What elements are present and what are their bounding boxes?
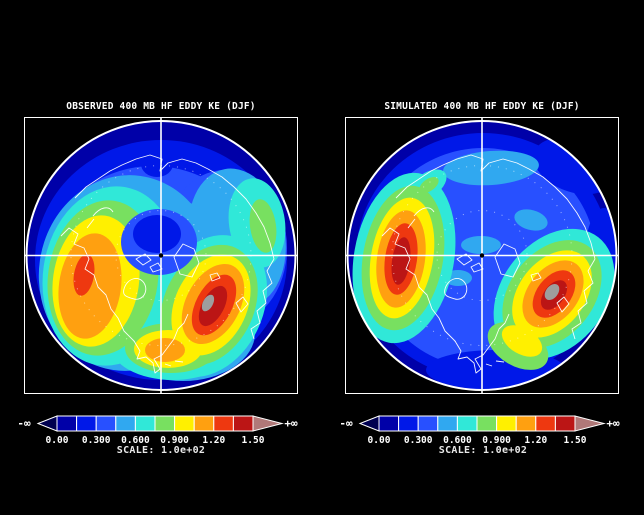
- colorbar-cell: [193, 415, 215, 432]
- coastline-path: [571, 258, 596, 340]
- colorbar-tick-label: 0.00: [46, 435, 69, 446]
- colorbar-cell: [56, 415, 78, 432]
- neg-infinity-label: -∞: [339, 417, 353, 430]
- coastline-path: [494, 243, 521, 278]
- colorbar-cell: [174, 415, 195, 432]
- coastline-path: [530, 272, 542, 282]
- colorbar-tick-label: 1.50: [242, 435, 265, 446]
- simulated-map-title: SIMULATED 400 MB HF EDDY KE (DJF): [384, 101, 580, 112]
- colorbar-cell: [496, 415, 517, 432]
- coastline-path: [413, 207, 435, 217]
- colorbar-tick-label: 0.300: [82, 435, 111, 446]
- colorbar-cell: [417, 415, 439, 432]
- colorbar-cell: [134, 415, 156, 432]
- coastline-path: [60, 227, 189, 374]
- colorbar-underflow-arrow: [36, 415, 58, 432]
- observed-map: [25, 118, 297, 393]
- contour-fill-region: [198, 285, 228, 327]
- colorbar-overflow-arrow: [252, 415, 284, 432]
- colorbar-tick-label: 1.20: [202, 435, 225, 446]
- coastline-path: [495, 360, 505, 363]
- coastline-path: [86, 218, 95, 229]
- colorbar-tick-label: 0.600: [443, 435, 472, 446]
- colorbar-cell: [535, 415, 556, 432]
- coastline-path: [250, 258, 275, 340]
- coastline-path: [123, 278, 147, 300]
- colorbar-cell: [95, 415, 117, 432]
- contour-fill-region: [514, 209, 548, 231]
- coastline-path: [235, 296, 249, 313]
- coastline-path: [485, 363, 493, 367]
- observed-colorbar: -∞ +∞ 0.00 0.300 0.600 0.900 1.20 1.50: [10, 412, 302, 446]
- coastline-path: [174, 360, 184, 363]
- coastline-path: [173, 243, 200, 278]
- simulated-scale-label: SCALE: 1.0e+02: [438, 445, 528, 456]
- simulated-map-frame: [345, 117, 619, 394]
- colorbar-cell: [213, 415, 234, 432]
- observed-panel: OBSERVED 400 MB HF EDDY KE (DJF): [24, 101, 298, 394]
- contour-fill-region: [544, 284, 560, 300]
- colorbar-cell: [456, 415, 478, 432]
- coastline-path: [149, 262, 163, 273]
- coastline-path: [470, 262, 484, 273]
- colorbar-cell: [154, 415, 176, 432]
- colorbar-svg: -∞ +∞ 0.00 0.300 0.600 0.900 1.20 1.50: [339, 415, 620, 446]
- colorbar-tick-label: 0.900: [482, 435, 511, 446]
- simulated-colorbar: -∞ +∞ 0.00 0.300 0.600 0.900 1.20 1.50: [332, 412, 624, 446]
- colorbar-cell: [554, 415, 576, 432]
- coastline-path: [381, 227, 510, 374]
- map-boundary-circle: [346, 120, 618, 391]
- contour-fill-region: [201, 294, 215, 312]
- colorbar-cell: [378, 415, 400, 432]
- colorbar-cell: [76, 415, 97, 432]
- contour-fill-region: [443, 150, 539, 186]
- observed-map-frame: [24, 117, 298, 394]
- pos-infinity-label: +∞: [284, 417, 298, 430]
- simulated-panel: SIMULATED 400 MB HF EDDY KE (DJF): [345, 101, 619, 394]
- colorbar-tick-label: 0.900: [160, 435, 189, 446]
- coastline-path: [395, 154, 596, 260]
- colorbar-cell: [515, 415, 537, 432]
- coastline-path: [92, 207, 114, 217]
- neg-infinity-label: -∞: [17, 417, 31, 430]
- coastline-path: [209, 272, 221, 282]
- contour-fill-region: [145, 338, 185, 362]
- colorbar-tick-label: 1.50: [564, 435, 587, 446]
- contour-fill-region: [133, 215, 181, 253]
- coastline-path: [164, 363, 172, 367]
- colorbar-tick-label: 0.300: [404, 435, 433, 446]
- pole-marker-dot: [479, 253, 485, 258]
- contour-fill-region: [419, 177, 439, 193]
- colorbar-svg: -∞ +∞ 0.00 0.300 0.600 0.900 1.20 1.50: [17, 415, 298, 446]
- colorbar-cell: [232, 415, 254, 432]
- pole-marker-dot: [158, 253, 164, 258]
- map-clip-group: [26, 121, 296, 390]
- colorbar-cell: [437, 415, 458, 432]
- observed-map-title: OBSERVED 400 MB HF EDDY KE (DJF): [66, 101, 256, 112]
- observed-scale-label: SCALE: 1.0e+02: [116, 445, 206, 456]
- simulated-map: [346, 118, 618, 393]
- pos-infinity-label: +∞: [606, 417, 620, 430]
- contour-fill-region: [461, 236, 501, 254]
- coastline-path: [444, 278, 468, 300]
- colorbar-underflow-arrow: [358, 415, 380, 432]
- contour-fill-region: [501, 325, 543, 357]
- coastline-path: [556, 296, 570, 313]
- colorbar-cell: [476, 415, 498, 432]
- colorbar-tick-label: 1.20: [524, 435, 547, 446]
- coastline-path: [407, 218, 416, 229]
- coastline-path: [74, 154, 275, 260]
- colorbar-cell: [115, 415, 136, 432]
- contour-fill-region: [141, 151, 173, 177]
- colorbar-tick-label: 0.00: [368, 435, 391, 446]
- map-boundary-circle: [25, 120, 297, 391]
- colorbar-tick-label: 0.600: [121, 435, 150, 446]
- colorbar-cell: [398, 415, 419, 432]
- contour-fill-region: [73, 254, 95, 296]
- colorbar-overflow-arrow: [574, 415, 606, 432]
